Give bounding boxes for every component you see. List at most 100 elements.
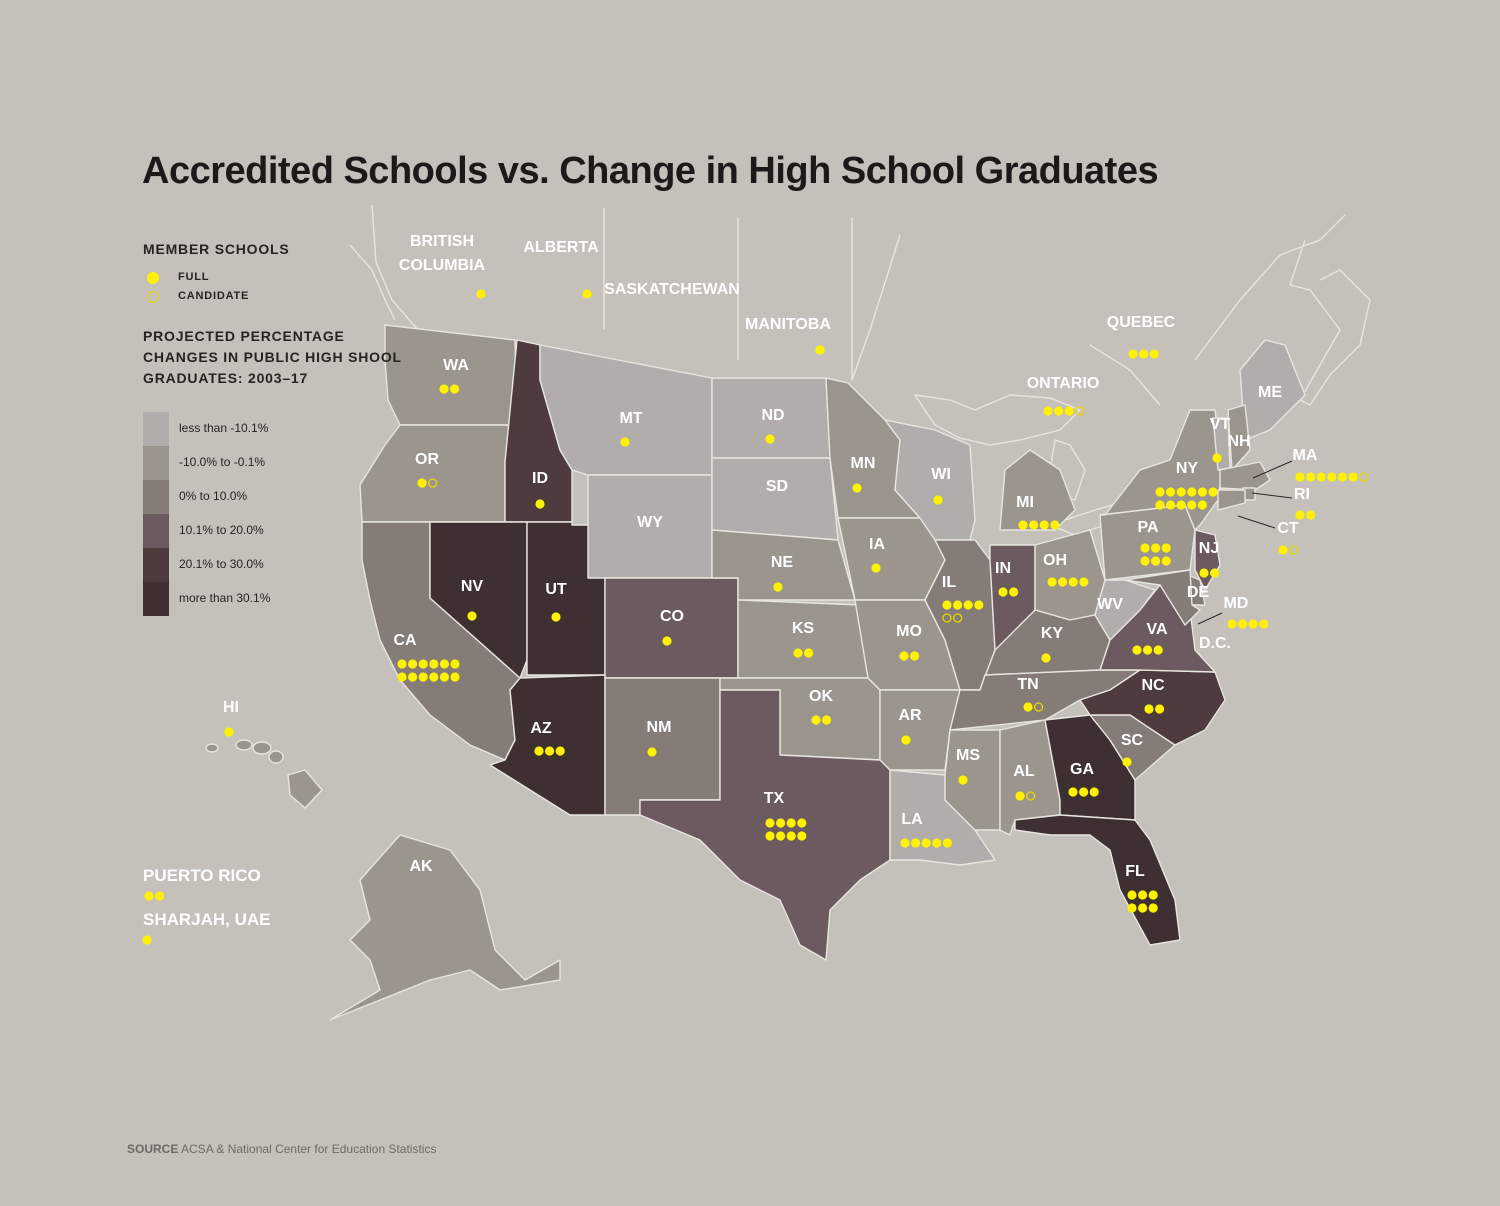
full-school-dot bbox=[1187, 487, 1197, 497]
candidate-school-dot bbox=[1075, 406, 1085, 416]
full-school-dot bbox=[429, 672, 439, 682]
full-school-dot bbox=[1009, 587, 1019, 597]
full-school-dot bbox=[900, 838, 910, 848]
full-school-dot bbox=[1316, 472, 1326, 482]
full-school-dot bbox=[662, 636, 672, 646]
label-il: IL bbox=[942, 574, 956, 591]
full-school-dot bbox=[1306, 472, 1316, 482]
full-school-dot bbox=[1295, 472, 1305, 482]
full-school-dot bbox=[1208, 487, 1218, 497]
full-school-dot bbox=[765, 434, 775, 444]
full-school-dot bbox=[933, 495, 943, 505]
full-school-dot bbox=[582, 289, 592, 299]
state-co bbox=[604, 577, 739, 679]
label-vt: VT bbox=[1210, 416, 1231, 433]
full-school-dot bbox=[822, 715, 832, 725]
full-school-dot bbox=[1199, 568, 1209, 578]
full-school-dot bbox=[1238, 619, 1248, 629]
full-school-dot bbox=[1259, 619, 1269, 629]
map-title: Accredited Schools vs. Change in High Sc… bbox=[142, 150, 1159, 192]
label-ar: AR bbox=[898, 707, 922, 724]
full-school-dot bbox=[1161, 556, 1171, 566]
label-mi: MI bbox=[1016, 494, 1034, 511]
full-school-dot bbox=[142, 935, 152, 945]
full-school-dot bbox=[1058, 577, 1068, 587]
full-school-dot bbox=[776, 831, 786, 841]
state-tx bbox=[639, 689, 891, 961]
source-note: SOURCE ACSA & National Center for Educat… bbox=[127, 1142, 436, 1156]
state-hi bbox=[287, 769, 323, 809]
candidate-school-dot bbox=[1025, 791, 1036, 801]
label-nj: NJ bbox=[1199, 540, 1219, 557]
scale-row: 0% to 10.0% bbox=[143, 480, 403, 514]
full-school-dot bbox=[1278, 545, 1288, 555]
full-school-dot bbox=[1122, 757, 1132, 767]
full-school-dot bbox=[1327, 472, 1337, 482]
candidate-school-dot bbox=[952, 613, 963, 623]
label-british-columbia: COLUMBIA bbox=[399, 257, 486, 274]
label-hi: HI bbox=[223, 699, 239, 716]
full-school-dot bbox=[911, 838, 921, 848]
state-pa bbox=[1099, 504, 1196, 581]
full-school-dot bbox=[467, 611, 477, 621]
label-in: IN bbox=[995, 560, 1011, 577]
label-wv: WV bbox=[1097, 596, 1123, 613]
scale-swatch bbox=[143, 446, 169, 480]
label-puerto-rico: PUERTO RICO bbox=[143, 866, 261, 885]
full-school-dot bbox=[1127, 903, 1137, 913]
full-school-dot bbox=[1306, 510, 1316, 520]
full-school-dot bbox=[1176, 487, 1186, 497]
full-school-dot bbox=[901, 735, 911, 745]
full-school-dot bbox=[418, 659, 428, 669]
label-pa: PA bbox=[1137, 519, 1158, 536]
labels-layer: WA OR CA ID NV UT AZ MT WY CO NM ND SD NE KS OK TX MN IA MO… bbox=[223, 233, 1318, 880]
label-de: DE bbox=[1187, 584, 1210, 601]
full-school-dot bbox=[1155, 487, 1165, 497]
full-school-dot bbox=[797, 818, 807, 828]
scale-label: 0% to 10.0% bbox=[179, 489, 248, 503]
legend-full-label: FULL bbox=[178, 271, 210, 283]
candidate-school-dot bbox=[1033, 702, 1044, 712]
full-school-dot bbox=[1128, 349, 1138, 359]
full-school-dot bbox=[144, 891, 154, 901]
label-mt: MT bbox=[619, 410, 642, 427]
full-school-dot bbox=[942, 838, 953, 848]
full-school-dot bbox=[1039, 520, 1049, 530]
full-school-dot bbox=[1018, 520, 1028, 530]
full-school-dot bbox=[1068, 577, 1078, 587]
full-school-dot bbox=[620, 437, 630, 447]
label-sd: SD bbox=[766, 478, 788, 495]
candidate-school-dot bbox=[1288, 545, 1299, 555]
full-school-dot bbox=[765, 818, 775, 828]
label-manitoba: MANITOBA bbox=[745, 316, 831, 333]
full-school-dot bbox=[1079, 787, 1089, 797]
label-or: OR bbox=[415, 451, 439, 468]
full-school-dot bbox=[429, 659, 439, 669]
full-school-dot bbox=[224, 727, 234, 737]
label-fl: FL bbox=[1125, 863, 1145, 880]
projection-heading-3: GRADUATES: 2003–17 bbox=[143, 370, 309, 386]
full-school-dot bbox=[1151, 543, 1161, 553]
scale-label: less than -10.1% bbox=[179, 421, 269, 435]
state-nv bbox=[429, 521, 528, 679]
label-nh: NH bbox=[1227, 433, 1250, 450]
state-md bbox=[1124, 569, 1201, 626]
hawaii-island bbox=[205, 743, 219, 753]
hawaii-island bbox=[235, 739, 253, 751]
full-school-dot bbox=[815, 345, 825, 355]
state-mi bbox=[999, 449, 1076, 531]
source-text: ACSA & National Center for Education Sta… bbox=[181, 1142, 437, 1156]
label-ma: MA bbox=[1293, 447, 1318, 464]
full-school-dot bbox=[921, 838, 931, 848]
full-school-dot bbox=[786, 831, 796, 841]
label-tx: TX bbox=[764, 790, 785, 807]
full-school-dot bbox=[1029, 520, 1039, 530]
full-school-dot bbox=[1050, 520, 1060, 530]
full-school-dot bbox=[417, 478, 427, 488]
full-school-dot bbox=[811, 715, 821, 725]
label-quebec: QUEBEC bbox=[1107, 314, 1176, 331]
full-school-dot bbox=[1140, 556, 1150, 566]
scale-row: more than 30.1% bbox=[143, 582, 403, 616]
full-school-dot bbox=[1151, 556, 1161, 566]
